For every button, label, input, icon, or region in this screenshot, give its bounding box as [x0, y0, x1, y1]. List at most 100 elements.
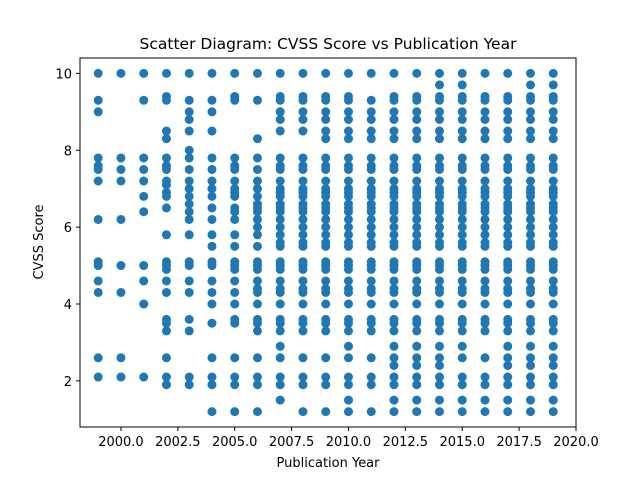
data-point [526, 95, 535, 105]
data-point [298, 95, 308, 105]
data-point [252, 241, 262, 251]
data-point [184, 314, 194, 324]
data-point [298, 287, 308, 297]
data-point [275, 222, 285, 232]
data-point [343, 276, 353, 286]
data-point [161, 180, 171, 190]
data-point [389, 115, 399, 124]
data-point [366, 126, 376, 136]
data-point [434, 164, 444, 174]
data-point [503, 95, 513, 105]
data-point [389, 68, 399, 78]
data-point [207, 299, 217, 309]
data-point [366, 153, 376, 163]
data-point [366, 353, 376, 363]
data-point [389, 107, 399, 117]
data-point [366, 191, 376, 201]
data-point [503, 287, 513, 297]
data-point [526, 264, 535, 274]
data-point [434, 276, 444, 286]
data-point [389, 214, 399, 224]
data-point [321, 287, 331, 297]
data-point [116, 153, 126, 163]
y-tick-label: 6 [64, 221, 72, 236]
data-point [275, 326, 285, 336]
data-point [298, 126, 308, 136]
data-point [412, 287, 422, 297]
data-point [207, 107, 217, 117]
x-tick-label: 2007.5 [269, 435, 315, 450]
data-point [252, 164, 262, 174]
data-point [184, 176, 194, 186]
data-point [389, 222, 399, 232]
data-point [389, 164, 399, 174]
data-point [161, 326, 171, 336]
data-point [275, 68, 285, 78]
data-point [207, 372, 217, 382]
data-point [184, 287, 194, 297]
data-point [503, 372, 513, 382]
data-point [389, 361, 399, 370]
data-point [321, 126, 331, 136]
data-point [457, 191, 467, 201]
data-point [343, 341, 353, 351]
data-point [161, 126, 171, 136]
data-point [526, 222, 535, 232]
data-point [503, 380, 513, 390]
data-point [457, 353, 467, 363]
data-point [207, 241, 217, 251]
data-point [343, 353, 353, 363]
data-point [548, 407, 558, 417]
data-point [366, 207, 376, 217]
data-point [116, 261, 126, 271]
data-point [457, 164, 467, 174]
data-point [252, 230, 262, 240]
data-point [184, 68, 194, 78]
data-point [93, 164, 103, 174]
data-point [275, 115, 285, 124]
data-point [434, 407, 444, 417]
data-point [275, 207, 285, 217]
data-point [207, 153, 217, 163]
data-point [252, 222, 262, 232]
data-point [161, 68, 171, 78]
data-point [480, 214, 490, 224]
chart-title: Scatter Diagram: CVSS Score vs Publicati… [140, 35, 518, 53]
data-point [457, 126, 467, 136]
data-point [275, 126, 285, 136]
data-point [230, 407, 240, 417]
data-point [389, 207, 399, 217]
data-point [526, 380, 535, 390]
data-point [548, 299, 558, 309]
data-point [252, 318, 262, 328]
data-point [457, 299, 467, 309]
data-point [526, 134, 535, 144]
data-point [116, 214, 126, 224]
data-point [207, 191, 217, 201]
data-point [434, 230, 444, 240]
data-point [457, 407, 467, 417]
x-tick-label: 2020.0 [553, 435, 599, 450]
data-point [252, 372, 262, 382]
data-point [252, 276, 262, 286]
data-point [366, 276, 376, 286]
data-point [457, 287, 467, 297]
x-axis-ticks: 2000.0 2002.5 2005.0 2007.5 2010.0 2012.5 2015… [98, 427, 599, 450]
data-point [389, 134, 399, 144]
data-point [548, 395, 558, 405]
data-point [548, 287, 558, 297]
data-point [389, 326, 399, 336]
data-point [184, 145, 194, 155]
data-point [503, 222, 513, 232]
data-point [298, 115, 308, 124]
data-point [526, 407, 535, 417]
data-point [412, 207, 422, 217]
data-point [298, 276, 308, 286]
data-point [526, 326, 535, 336]
data-point [343, 134, 353, 144]
data-point [457, 176, 467, 186]
data-point [366, 407, 376, 417]
y-tick-label: 4 [64, 298, 72, 313]
data-point [480, 287, 490, 297]
